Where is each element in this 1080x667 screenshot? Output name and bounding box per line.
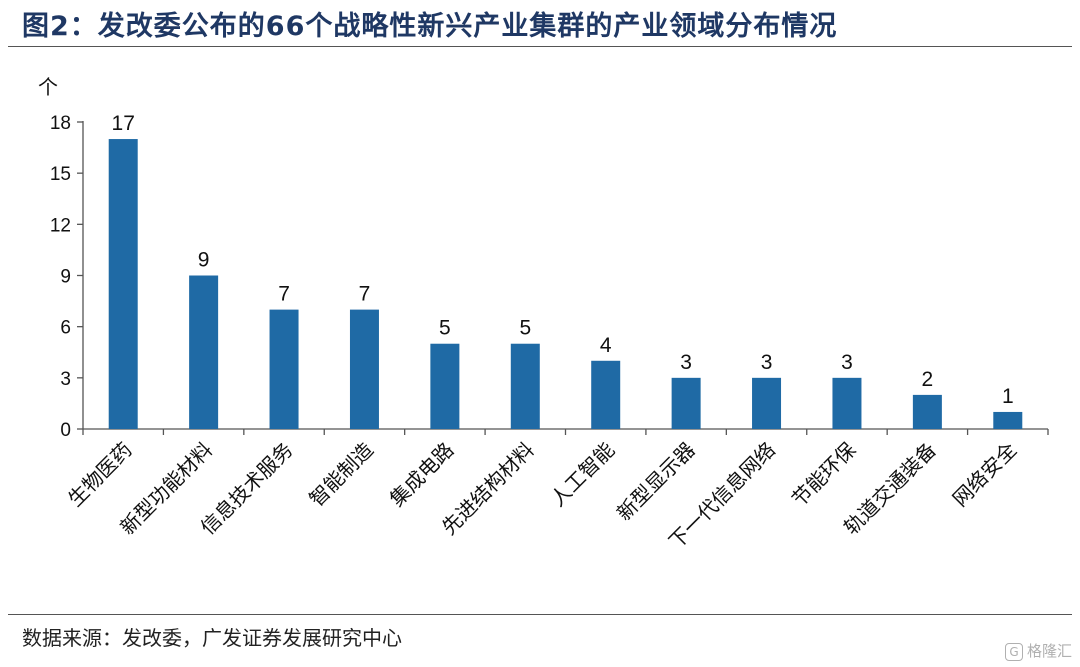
bar [671, 377, 701, 429]
bar-value-label: 3 [680, 351, 692, 374]
y-tick-label: 9 [60, 267, 71, 288]
watermark-logo-icon: G [1004, 642, 1023, 661]
bar-value-label: 5 [519, 317, 531, 340]
source-note: 数据来源：发改委，广发证券发展研究中心 [22, 626, 402, 650]
bar [349, 309, 379, 429]
bar [189, 275, 219, 429]
bar-value-label: 2 [922, 368, 934, 391]
bar-value-label: 7 [359, 283, 371, 306]
watermark-text: 格隆汇 [1026, 642, 1072, 660]
bar-value-label: 4 [600, 334, 612, 357]
bar-value-label: 9 [198, 249, 210, 272]
y-axis-unit-label: 个 [38, 75, 58, 99]
y-tick-label: 18 [50, 113, 71, 134]
bar [108, 139, 138, 430]
bar [993, 411, 1023, 429]
x-category-label: 生物医药 [63, 438, 137, 512]
y-tick-label: 0 [60, 420, 71, 441]
bar-value-label: 3 [761, 351, 773, 374]
bar-value-label: 5 [439, 317, 451, 340]
source-divider [8, 614, 1072, 615]
bar [752, 377, 782, 429]
y-tick-label: 15 [50, 164, 71, 185]
bar-value-label: 1 [1002, 385, 1014, 408]
watermark: G 格隆汇 [1004, 640, 1072, 661]
y-tick-label: 3 [60, 369, 71, 390]
y-tick-label: 6 [60, 318, 71, 339]
bar [832, 377, 862, 429]
x-category-label: 节能环保 [787, 438, 861, 512]
y-tick-label: 12 [50, 215, 71, 236]
bar [591, 360, 621, 429]
x-category-label: 网络安全 [948, 438, 1022, 512]
bar-value-label: 3 [841, 351, 853, 374]
x-category-label: 新型显示器 [612, 438, 700, 526]
bar [912, 394, 942, 429]
bar [430, 343, 460, 429]
bar-value-label: 17 [112, 112, 135, 135]
x-category-label: 智能制造 [304, 438, 378, 512]
bar [510, 343, 540, 429]
title-divider [8, 46, 1072, 47]
bar [269, 309, 299, 429]
x-category-label: 集成电路 [385, 438, 459, 512]
x-category-label: 人工智能 [546, 438, 620, 512]
chart-title: 图2：发改委公布的66个战略性新兴产业集群的产业领域分布情况 [22, 11, 838, 42]
bar-value-label: 7 [278, 283, 290, 306]
